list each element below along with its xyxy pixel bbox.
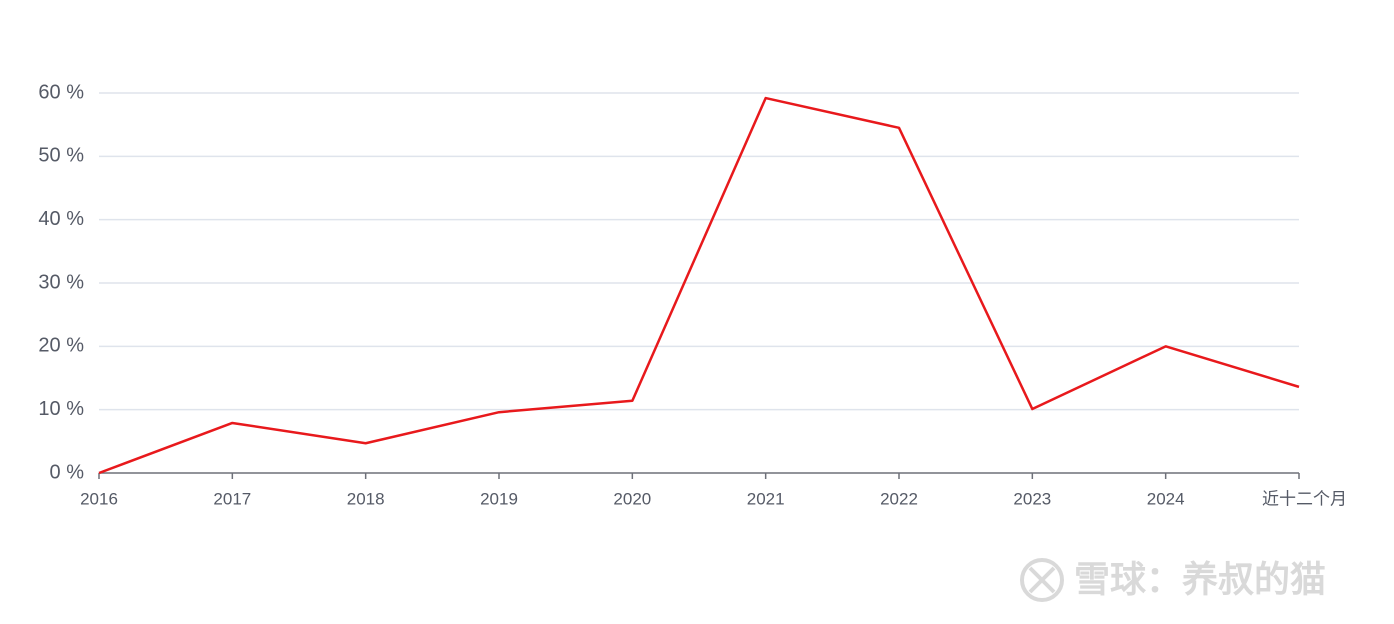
y-tick-label: 40 % [38, 208, 84, 230]
y-tick-label: 50 % [38, 145, 84, 167]
x-tick-label: 2019 [480, 489, 518, 508]
x-tick-label: 2016 [80, 489, 118, 508]
y-tick-label: 30 % [38, 271, 84, 293]
x-tick-label: 2024 [1147, 489, 1185, 508]
x-tick-label: 2017 [213, 489, 251, 508]
y-tick-label: 20 % [38, 335, 84, 357]
watermark-logo [1020, 558, 1064, 602]
x-tick-label: 2020 [613, 489, 651, 508]
y-tick-label: 60 % [38, 81, 84, 103]
line [98, 96, 1300, 475]
x-tick-label: 2023 [1013, 489, 1051, 508]
y-tick-label: 10 % [38, 398, 84, 420]
watermark: 雪球：养叔的猫 [1074, 559, 1326, 600]
x-tick-label: 近十二个月 [1262, 489, 1347, 508]
x-tick-label: 2021 [747, 489, 785, 508]
x-tick-label: 2022 [880, 489, 918, 508]
y-tick-label: 0 % [50, 461, 85, 483]
x-tick-label: 2018 [347, 489, 385, 508]
